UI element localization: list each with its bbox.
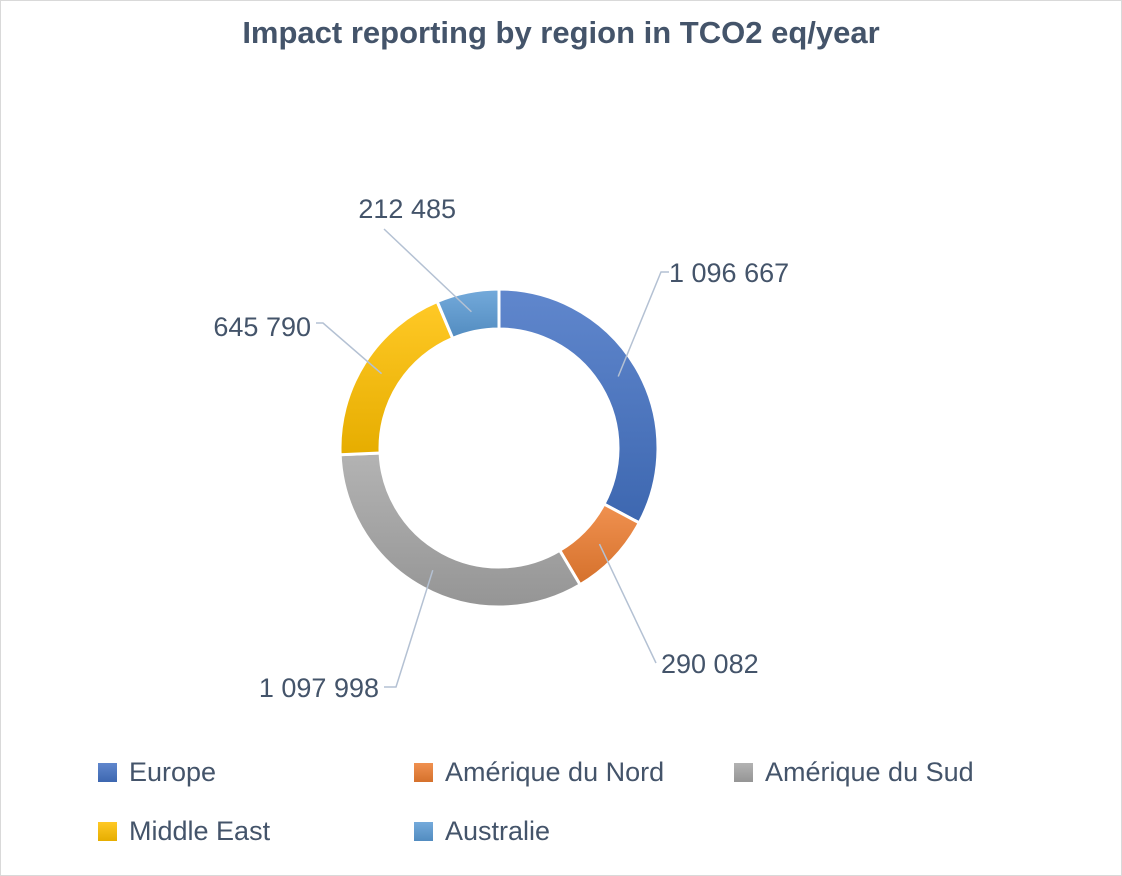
legend-item-middle-east: Middle East	[98, 816, 270, 847]
legend-item-amerique-du-nord: Amérique du Nord	[414, 757, 664, 788]
legend-item-europe: Europe	[98, 757, 216, 788]
legend-swatch	[414, 763, 433, 782]
leader-line	[383, 228, 472, 313]
legend-label: Australie	[445, 816, 551, 846]
leader-line	[598, 543, 657, 664]
chart-title: Impact reporting by region in TCO2 eq/ye…	[242, 15, 880, 50]
data-label: 212 485	[358, 194, 456, 224]
data-label: 1 097 998	[259, 673, 379, 703]
legend-swatch	[414, 822, 433, 841]
legend-swatch	[98, 763, 117, 782]
legend-label: Middle East	[129, 816, 271, 846]
legend-item-amerique-du-sud: Amérique du Sud	[734, 757, 974, 788]
donut-slice-2	[338, 451, 583, 609]
legend-swatch	[98, 822, 117, 841]
legend-label: Amérique du Sud	[765, 757, 974, 787]
legend-item-australie: Australie	[414, 816, 550, 847]
data-label: 1 096 667	[669, 258, 789, 288]
leader-line	[316, 322, 383, 375]
leader-line	[384, 569, 434, 688]
legend-label: Europe	[129, 757, 217, 787]
donut-slice-3	[338, 299, 455, 457]
data-label: 645 790	[213, 312, 311, 342]
leader-line	[617, 271, 669, 377]
donut-slice-4	[435, 287, 501, 341]
donut-slice-0	[497, 287, 660, 525]
legend-swatch	[734, 763, 753, 782]
data-label: 290 082	[661, 649, 759, 679]
legend-label: Amérique du Nord	[445, 757, 665, 787]
